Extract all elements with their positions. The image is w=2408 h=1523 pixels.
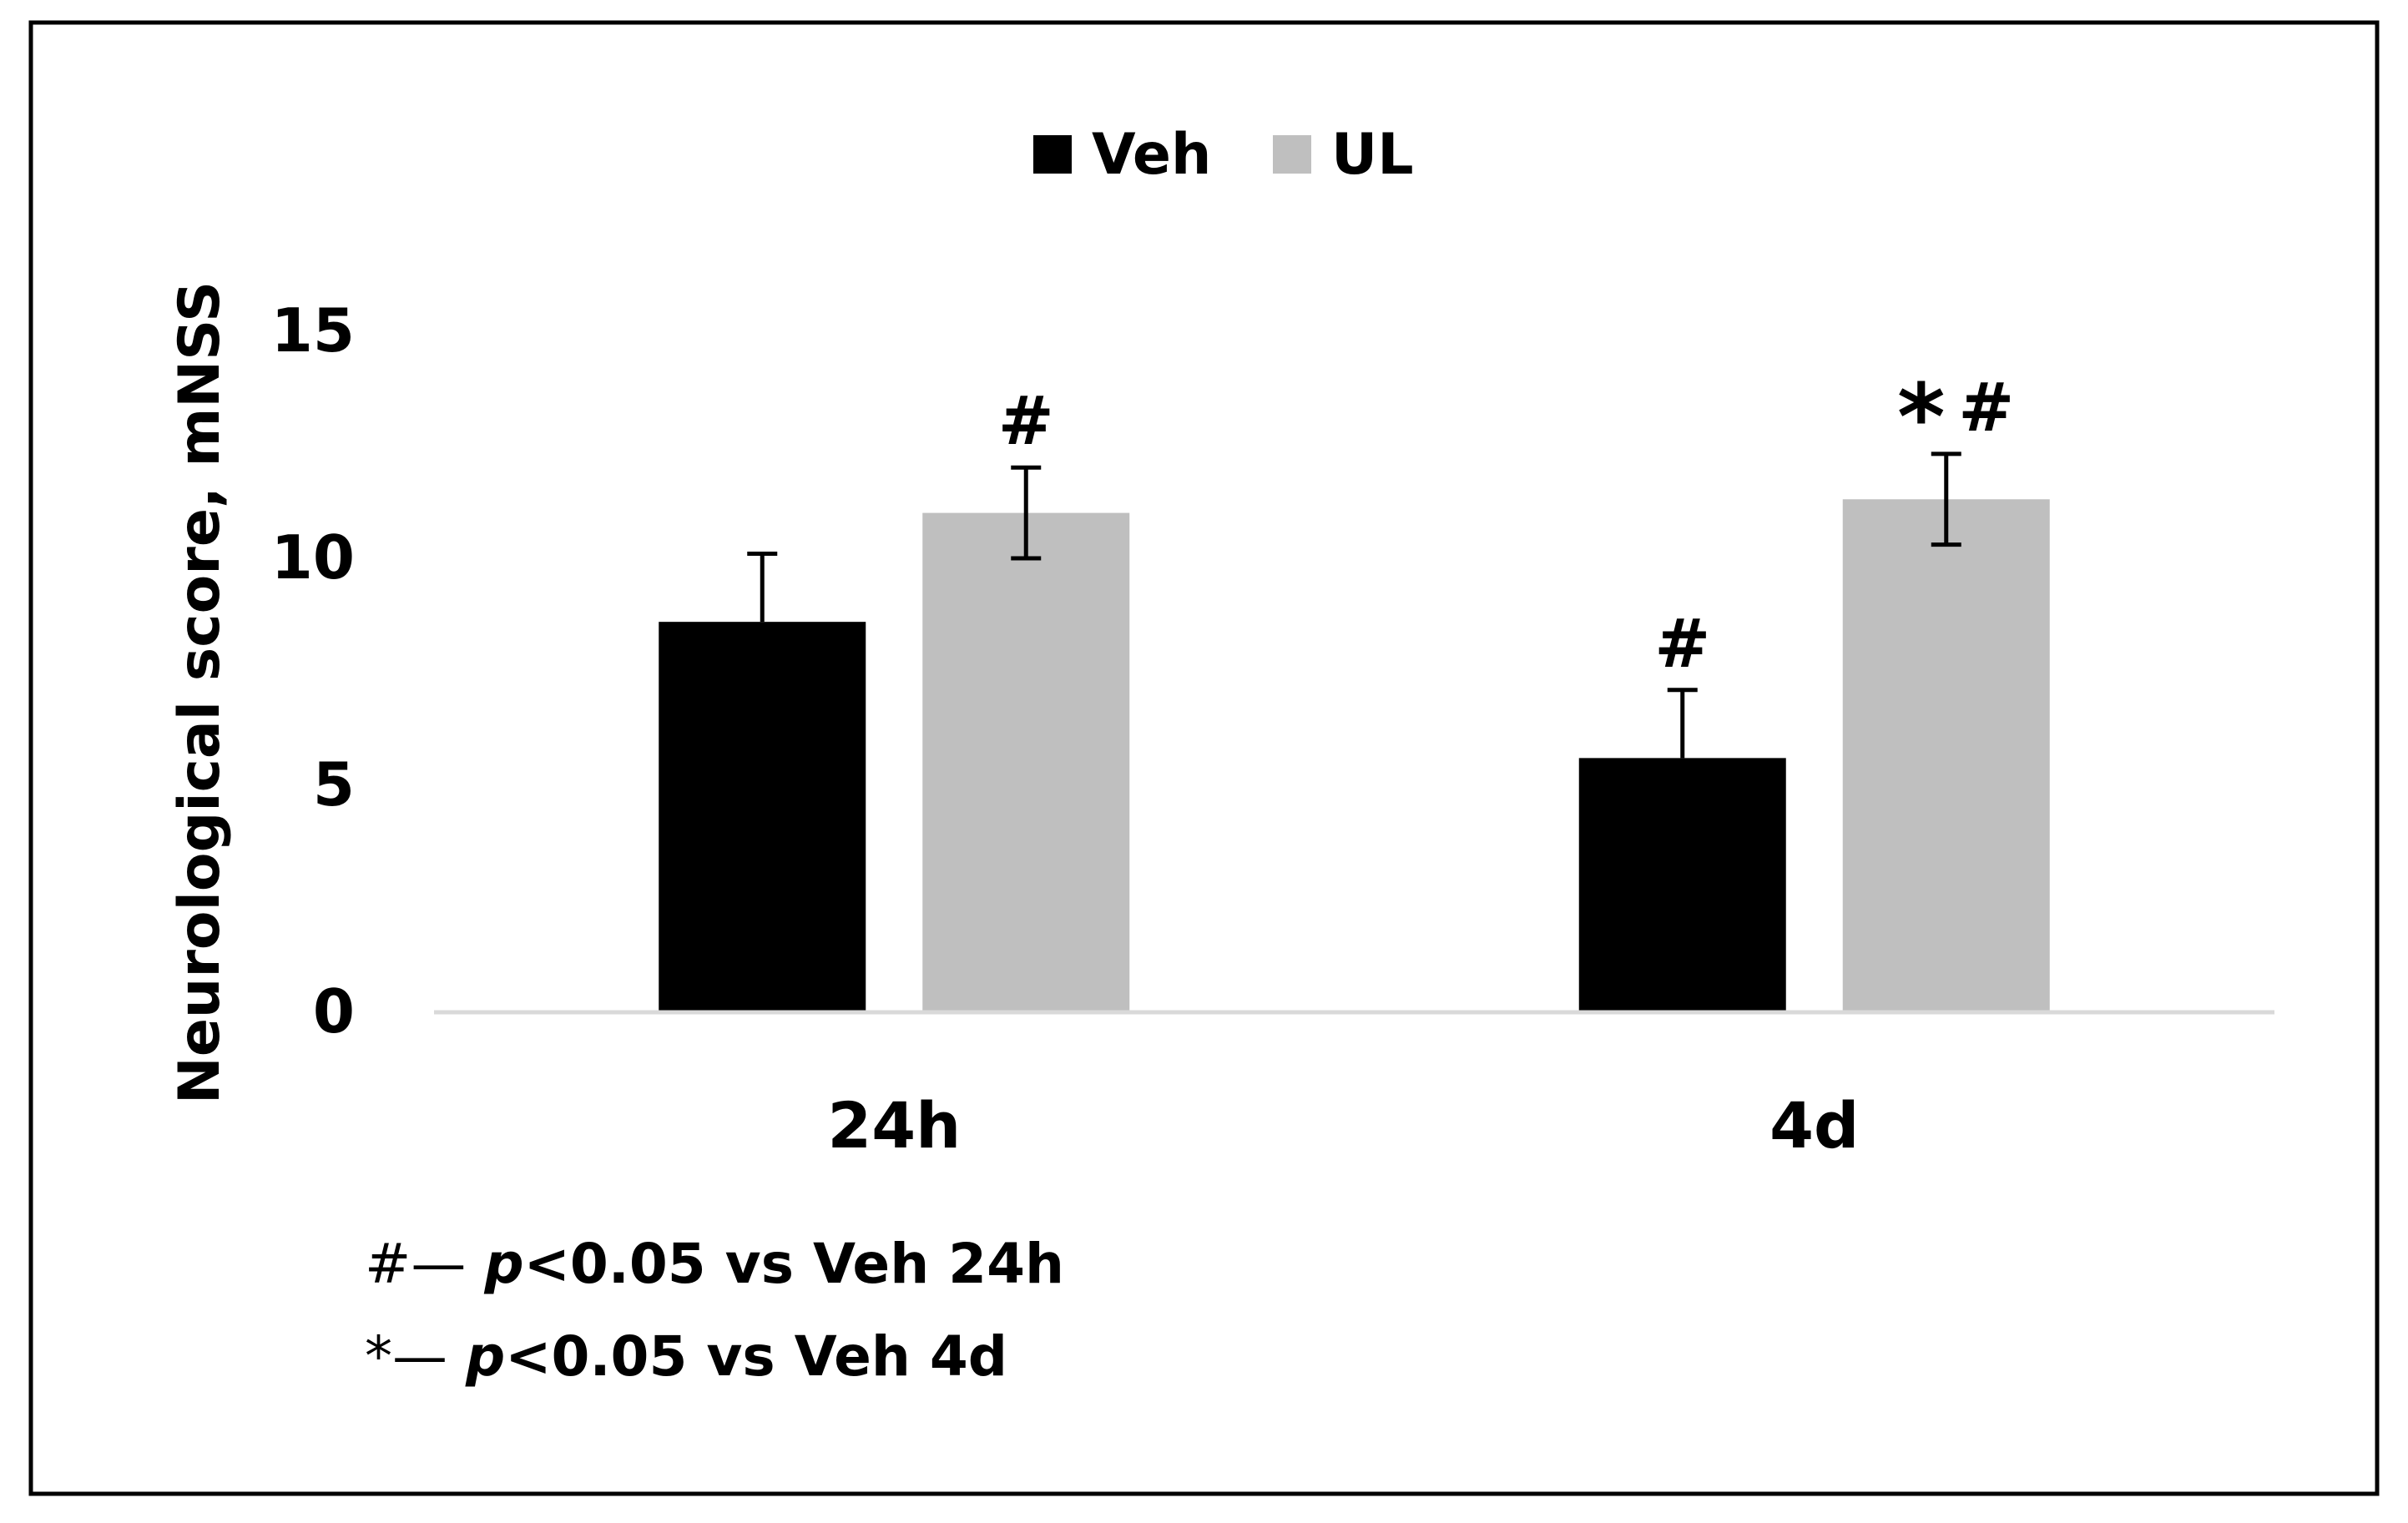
footnote-2: *— p<0.05 vs Veh 4d <box>365 1324 1007 1389</box>
y-tick-label: 10 <box>271 522 355 593</box>
legend-swatch <box>1033 135 1072 174</box>
significance-mark: # <box>998 382 1054 460</box>
legend-swatch <box>1273 135 1311 174</box>
footnote-1: #— p<0.05 vs Veh 24h <box>365 1232 1064 1296</box>
footnote-2-p: p <box>465 1324 505 1389</box>
footnote-1-dash: — <box>411 1232 466 1296</box>
bars: ##* # <box>659 364 2050 1012</box>
bar-ul-24h <box>922 512 1130 1012</box>
y-tick-label: 0 <box>313 976 355 1046</box>
x-categories: 24h 4d <box>827 1088 1859 1162</box>
y-axis-label: Neurological score, mNSS <box>167 281 233 1104</box>
footnotes: #— p<0.05 vs Veh 24h *— p<0.05 vs Veh 4d <box>365 1232 1064 1389</box>
significance-mark: # <box>1654 605 1710 683</box>
footnote-1-symbol: # <box>365 1232 411 1296</box>
bar-veh-4d <box>1578 758 1786 1012</box>
footnote-2-dash: — <box>392 1324 447 1389</box>
legend: Veh UL <box>1033 122 1414 188</box>
y-tick-label: 5 <box>313 749 355 819</box>
footnote-1-text: <0.05 vs Veh 24h <box>524 1232 1064 1296</box>
legend-label: Veh <box>1092 122 1211 188</box>
chart-frame <box>28 20 2380 1496</box>
footnote-1-p: p <box>483 1232 523 1296</box>
footnote-2-symbol: * <box>365 1324 392 1389</box>
x-category-label: 4d <box>1769 1088 1859 1162</box>
bar-veh-24h <box>659 622 866 1012</box>
footnote-2-text: <0.05 vs Veh 4d <box>505 1324 1007 1389</box>
x-category-label: 24h <box>827 1088 961 1162</box>
bar-ul-4d <box>1842 499 2050 1012</box>
significance-mark-hash: # <box>1958 369 2014 446</box>
legend-label: UL <box>1331 122 1414 188</box>
significance-mark-star: * <box>1897 364 1946 471</box>
y-ticks: 0 5 10 15 <box>271 295 355 1046</box>
y-tick-label: 15 <box>271 295 355 366</box>
